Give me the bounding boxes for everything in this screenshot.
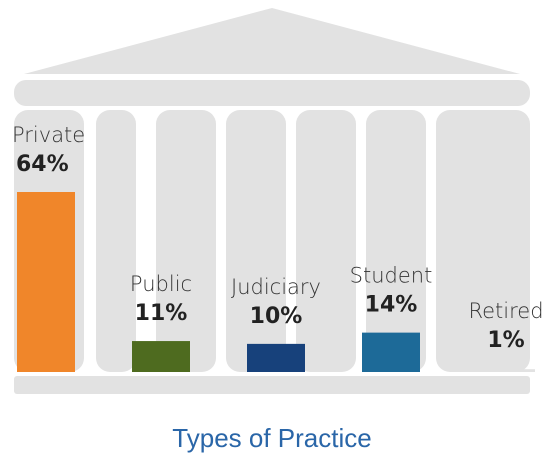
- value-label: 64%: [16, 152, 69, 177]
- value-label: 10%: [250, 304, 303, 329]
- category-label: Private: [12, 123, 85, 147]
- chart-title: Types of Practice: [172, 423, 371, 453]
- value-label: 1%: [487, 328, 524, 353]
- bar: [247, 344, 305, 372]
- column: [296, 110, 356, 372]
- category-label: Public: [130, 272, 192, 296]
- bar: [362, 333, 420, 372]
- bar: [477, 369, 535, 372]
- column: [156, 110, 216, 372]
- value-label: 14%: [365, 293, 418, 318]
- category-label: Student: [350, 264, 433, 288]
- column: [226, 110, 286, 372]
- bar: [17, 192, 75, 372]
- roof-band: [14, 80, 530, 106]
- value-label: 11%: [135, 301, 188, 326]
- chart: Types of Practice Private 64% Public 11% Jud…: [0, 0, 544, 460]
- category-label: Judiciary: [231, 275, 321, 299]
- bar: [132, 341, 190, 372]
- column: [96, 110, 136, 372]
- category-label: Retired: [468, 299, 543, 323]
- base: [14, 376, 530, 394]
- building: [14, 8, 530, 394]
- pediment: [24, 8, 520, 74]
